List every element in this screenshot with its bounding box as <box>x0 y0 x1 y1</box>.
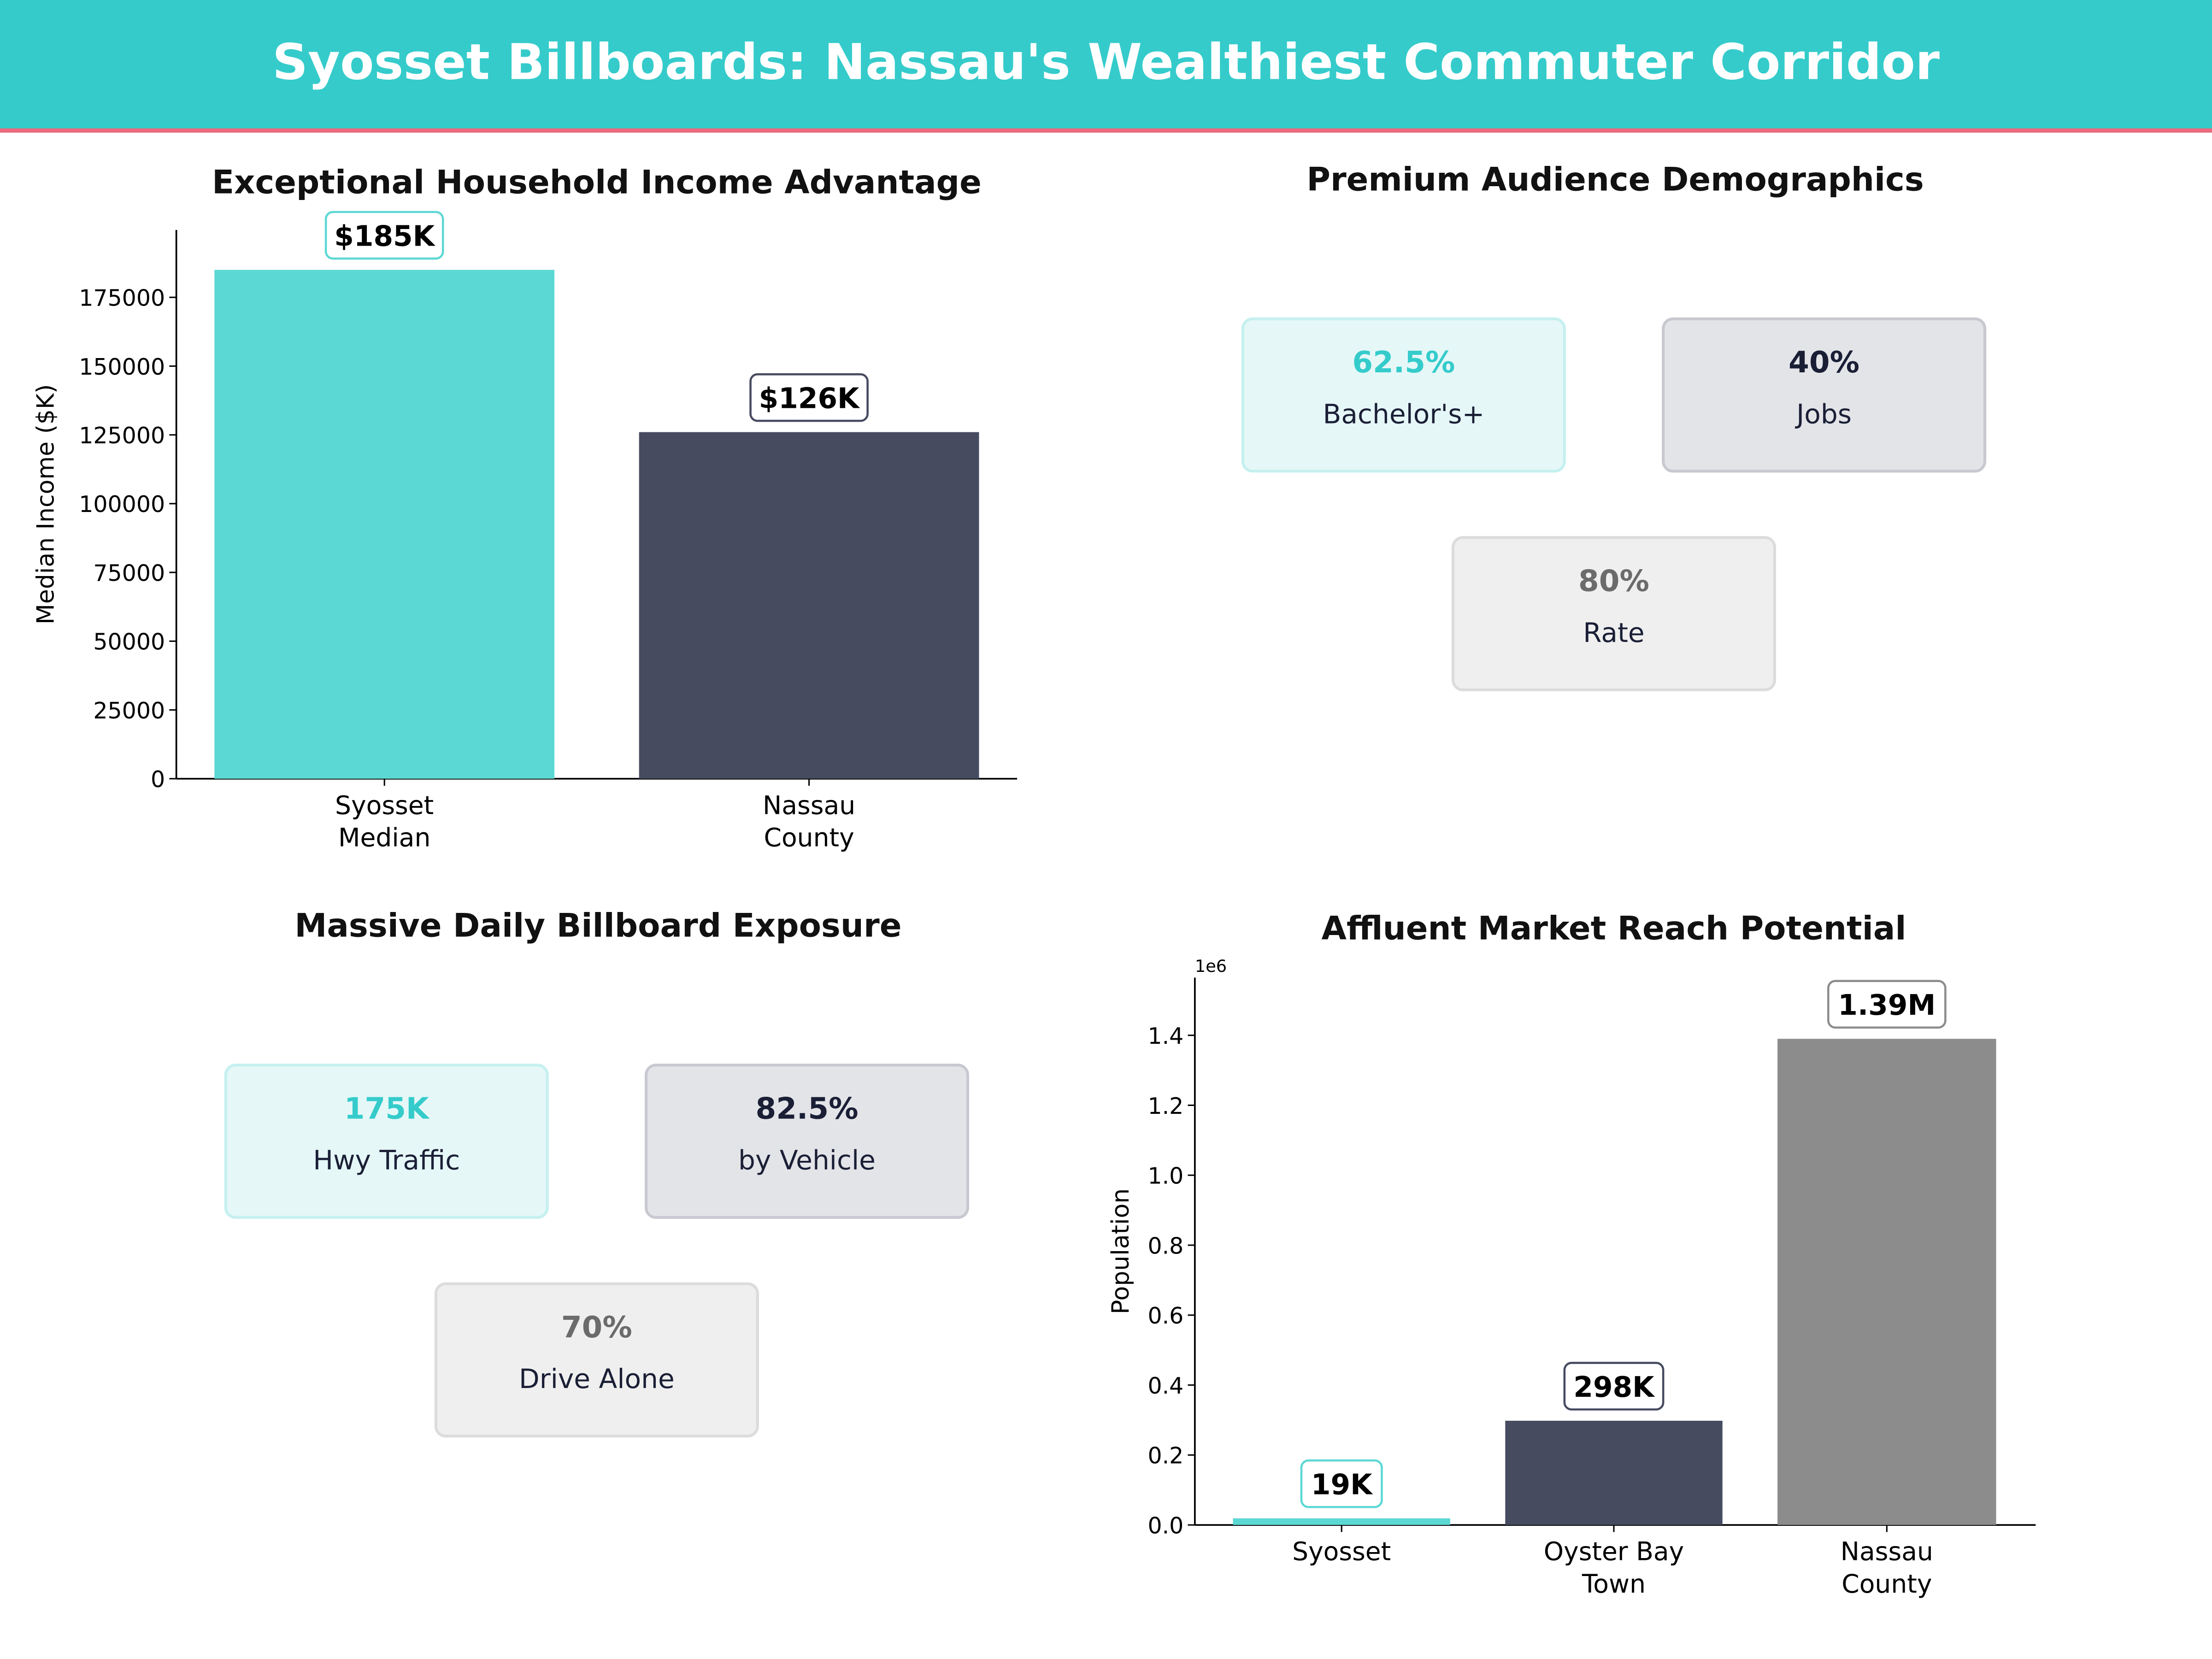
bar <box>1777 1039 1996 1525</box>
axis-offset-label: 1e6 <box>1195 956 1227 976</box>
exposure-card: 175K Hwy Traffic <box>224 1064 549 1219</box>
data-label: 298K <box>1573 1371 1655 1404</box>
chart-title: Exceptional Household Income Advantage <box>212 163 982 201</box>
exposure-title: Massive Daily Billboard Exposure <box>294 908 902 946</box>
x-tick-label: Oyster Bay <box>1544 1537 1684 1566</box>
bar <box>214 270 555 779</box>
data-label-box <box>1563 1362 1665 1411</box>
card-label: Rate <box>1583 618 1645 649</box>
card-label: Drive Alone <box>518 1364 675 1395</box>
x-tick-label: Town <box>1582 1569 1646 1599</box>
bar <box>1233 1518 1450 1525</box>
exposure-card: 70% Drive Alone <box>434 1282 759 1438</box>
data-label: $185K <box>334 220 435 253</box>
exposure-card: 82.5% by Vehicle <box>644 1064 970 1219</box>
card-value: 62.5% <box>1352 345 1455 380</box>
demographics-card: 40% Jobs <box>1662 317 1987 473</box>
y-axis-label: Population <box>1107 1188 1135 1314</box>
y-tick-label: 0 <box>151 766 165 793</box>
y-tick-label: 0.6 <box>1147 1303 1183 1329</box>
demographics-title: Premium Audience Demographics <box>1306 162 1924 199</box>
x-tick-label: Median <box>338 823 430 853</box>
card-value: 82.5% <box>755 1092 859 1126</box>
header-banner: Syosset Billboards: Nassau's Wealthiest … <box>0 0 2212 133</box>
card-label: Bachelor's+ <box>1323 399 1485 430</box>
y-tick-label: 1.4 <box>1147 1023 1183 1049</box>
data-label-box <box>749 373 869 422</box>
bar <box>1505 1420 1723 1525</box>
y-tick-label: 1.0 <box>1147 1163 1183 1189</box>
data-label-box <box>324 211 444 260</box>
data-label: 19K <box>1311 1469 1373 1501</box>
card-value: 175K <box>344 1092 429 1126</box>
card-value: 70% <box>561 1310 632 1345</box>
x-tick-label: Nassau <box>1841 1537 1933 1566</box>
y-tick-label: 75000 <box>93 560 165 586</box>
y-tick-label: 1.2 <box>1147 1093 1183 1119</box>
y-tick-label: 25000 <box>93 698 165 724</box>
y-tick-label: 125000 <box>79 423 165 449</box>
data-label: $126K <box>759 382 860 415</box>
x-tick-label: Syosset <box>1292 1537 1391 1566</box>
data-label-box <box>1827 980 1947 1029</box>
x-tick-label: Nassau <box>763 790 855 820</box>
card-value: 40% <box>1788 345 1860 380</box>
page-title: Syosset Billboards: Nassau's Wealthiest … <box>272 35 1940 92</box>
x-tick-label: County <box>1841 1569 1932 1599</box>
bar <box>639 432 979 779</box>
y-tick-label: 50000 <box>93 629 165 655</box>
y-tick-label: 0.0 <box>1147 1513 1183 1539</box>
demographics-card: 80% Rate <box>1451 536 1777 691</box>
card-label: Hwy Traffic <box>313 1145 460 1177</box>
y-tick-label: 0.4 <box>1147 1373 1183 1399</box>
card-label: by Vehicle <box>738 1145 876 1177</box>
demographics-card: 62.5% Bachelor's+ <box>1241 317 1566 473</box>
y-axis-label: Median Income ($K) <box>32 384 59 625</box>
y-tick-label: 150000 <box>79 354 165 380</box>
y-tick-label: 100000 <box>79 491 165 518</box>
x-tick-label: County <box>764 823 854 853</box>
card-value: 80% <box>1578 564 1649 598</box>
y-tick-label: 0.2 <box>1147 1443 1183 1469</box>
data-label: 1.39M <box>1838 989 1936 1022</box>
chart-title: Affluent Market Reach Potential <box>1322 910 1906 947</box>
data-label-box <box>1300 1459 1383 1508</box>
y-tick-label: 0.8 <box>1147 1233 1183 1259</box>
y-tick-label: 175000 <box>79 285 165 312</box>
x-tick-label: Syosset <box>335 790 434 820</box>
card-label: Jobs <box>1796 399 1852 430</box>
